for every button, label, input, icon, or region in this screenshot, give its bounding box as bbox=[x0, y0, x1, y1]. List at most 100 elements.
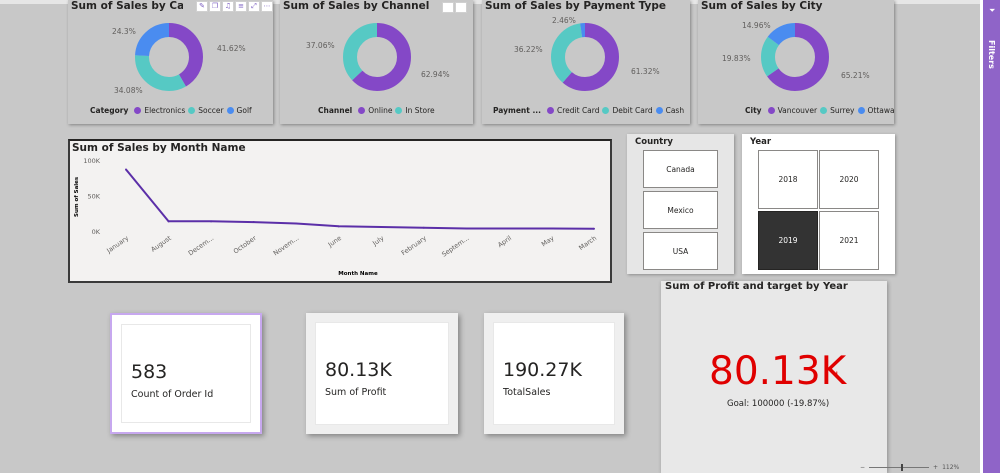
filters-tab[interactable]: ⏷ Filters bbox=[983, 0, 1000, 473]
legend-item-electronics[interactable]: Electronics bbox=[144, 106, 186, 115]
donut-chart-city[interactable] bbox=[760, 22, 830, 92]
zoom-out-icon[interactable]: − bbox=[860, 464, 866, 471]
legend-item-soccer[interactable]: Soccer bbox=[198, 106, 224, 115]
country-option-mexico[interactable]: Mexico bbox=[643, 191, 718, 229]
y-tick-label: 0K bbox=[92, 228, 101, 236]
line-point-11[interactable] bbox=[593, 227, 595, 230]
focus-icon[interactable]: ⤢ bbox=[248, 1, 260, 12]
profit-target-title: Sum of Profit and target by Year bbox=[665, 281, 848, 292]
donut-slice-cash[interactable] bbox=[551, 23, 619, 91]
legend-title: City bbox=[745, 106, 762, 115]
more-icon[interactable]: ⋯ bbox=[261, 1, 273, 12]
filter-icon[interactable]: ≡ bbox=[235, 1, 247, 12]
legend-item-surrey[interactable]: Surrey bbox=[830, 106, 855, 115]
legend-item-ottawa[interactable]: Ottawa bbox=[867, 106, 895, 115]
x-tick-label: January bbox=[105, 234, 131, 255]
year-option-2018[interactable]: 2018 bbox=[758, 150, 818, 209]
zoom-bar[interactable]: − + 112% bbox=[860, 462, 980, 473]
donut-slice-soccer[interactable] bbox=[135, 23, 203, 91]
legend-dot-ottawa bbox=[857, 107, 865, 114]
filters-label: Filters bbox=[987, 40, 996, 69]
line-chart-card[interactable]: Sum of Sales by Month Name 0K 50K 100K Sum … bbox=[68, 139, 612, 283]
profit-target-goal: Goal: 100000 (-19.87%) bbox=[727, 399, 830, 409]
zoom-in-icon[interactable]: + bbox=[933, 464, 939, 471]
line-point-0[interactable] bbox=[125, 168, 127, 171]
legend-channel: Channel Online In Store bbox=[318, 106, 435, 115]
legend-item-credit-card[interactable]: Credit Card bbox=[557, 106, 600, 115]
x-tick-label: Novem... bbox=[272, 234, 301, 257]
x-axis-label: Month Name bbox=[338, 271, 378, 277]
bell-icon[interactable]: ♫ bbox=[222, 1, 234, 12]
funnel-icon: ⏷ bbox=[989, 6, 996, 15]
legend-item-vancouver[interactable]: Vancouver bbox=[777, 106, 818, 115]
visual-header-toolbar[interactable]: ✎ ❐ ♫ ≡ ⤢ ⋯ bbox=[196, 1, 273, 12]
legend-dot-vancouver bbox=[767, 107, 775, 114]
donut-card-channel[interactable]: Sum of Sales by Channel 62.94% 37.06% Ch… bbox=[280, 0, 473, 124]
line-point-2[interactable] bbox=[210, 220, 213, 223]
year-option-2020[interactable]: 2020 bbox=[819, 150, 879, 209]
kpi-label: TotalSales bbox=[503, 387, 551, 398]
x-tick-label: February bbox=[400, 234, 428, 257]
legend-item-debit-card[interactable]: Debit Card bbox=[612, 106, 653, 115]
pct-label-surrey: 19.83% bbox=[722, 54, 751, 63]
legend-item-golf[interactable]: Golf bbox=[236, 106, 252, 115]
sales-line-series[interactable] bbox=[125, 168, 595, 230]
line-point-6[interactable] bbox=[380, 226, 383, 229]
x-tick-label: August bbox=[149, 234, 173, 254]
x-tick-label: April bbox=[496, 234, 513, 249]
donut-slice-in-store[interactable] bbox=[343, 23, 411, 91]
pct-label-golf: 24.3% bbox=[112, 27, 136, 36]
copy-icon[interactable]: ❐ bbox=[209, 1, 221, 12]
donut-chart-payment[interactable] bbox=[550, 22, 620, 92]
line-point-3[interactable] bbox=[252, 221, 255, 224]
country-option-usa[interactable]: USA bbox=[643, 232, 718, 270]
line-point-8[interactable] bbox=[465, 227, 468, 230]
line-point-9[interactable] bbox=[507, 227, 510, 230]
pct-label-credit-card: 61.32% bbox=[631, 67, 660, 76]
kpi-inner: 80.13K Sum of Profit bbox=[315, 322, 449, 425]
kpi-card-total-sales[interactable]: 190.27K TotalSales bbox=[484, 313, 624, 434]
donut-card-payment[interactable]: Sum of Sales by Payment Type 61.32% 36.2… bbox=[482, 0, 690, 124]
donut-slice-golf[interactable] bbox=[135, 23, 203, 91]
kpi-card-profit[interactable]: 80.13K Sum of Profit bbox=[306, 313, 458, 434]
donut-chart-category[interactable] bbox=[134, 22, 204, 92]
year-slicer-title: Year bbox=[750, 137, 772, 147]
x-tick-label: Decem... bbox=[187, 234, 215, 257]
line-point-7[interactable] bbox=[422, 226, 425, 229]
legend-item-cash[interactable]: Cash bbox=[665, 106, 685, 115]
donut-slice-ottawa[interactable] bbox=[761, 23, 829, 91]
line-point-5[interactable] bbox=[337, 225, 340, 228]
country-slicer-title: Country bbox=[635, 137, 673, 147]
pct-label-cash: 2.46% bbox=[552, 16, 576, 25]
year-option-2021[interactable]: 2021 bbox=[819, 211, 879, 270]
donut-card-city[interactable]: Sum of Sales by City 65.21% 19.83% 14.96… bbox=[698, 0, 895, 124]
pct-label-vancouver: 65.21% bbox=[841, 71, 870, 80]
legend-item-in-store[interactable]: In Store bbox=[405, 106, 435, 115]
year-option-2019-selected[interactable]: 2019 bbox=[758, 211, 818, 270]
kpi-card-order-count[interactable]: 583 Count of Order Id bbox=[110, 313, 262, 434]
donut-card-category[interactable]: Sum of Sales by Category ✎❐♫≡⤢⋯ 41.62% 3… bbox=[68, 0, 273, 124]
line-point-10[interactable] bbox=[550, 227, 553, 230]
legend-dot-golf bbox=[226, 107, 234, 114]
legend-item-online[interactable]: Online bbox=[368, 106, 393, 115]
visual-header-buttons[interactable] bbox=[442, 2, 467, 13]
kpi-label: Count of Order Id bbox=[131, 389, 214, 400]
legend-category: Category Electronics Soccer Golf bbox=[90, 106, 252, 115]
line-chart-svg[interactable]: 0K 50K 100K Sum of Sales January August Decem.… bbox=[70, 141, 610, 281]
zoom-slider-thumb[interactable] bbox=[901, 464, 904, 471]
pin-icon[interactable]: ✎ bbox=[196, 1, 208, 12]
country-slicer: Country Canada Mexico USA bbox=[627, 134, 734, 274]
country-option-canada[interactable]: Canada bbox=[643, 150, 718, 188]
line-point-1[interactable] bbox=[167, 220, 170, 223]
zoom-slider[interactable] bbox=[869, 464, 930, 471]
legend-city: City Vancouver Surrey Ottawa bbox=[745, 106, 895, 115]
donut-chart-channel[interactable] bbox=[342, 22, 412, 92]
line-point-4[interactable] bbox=[295, 222, 298, 225]
more-options-icon[interactable] bbox=[455, 2, 467, 13]
donut-slice-debit-card[interactable] bbox=[551, 23, 619, 91]
donut-slice-surrey[interactable] bbox=[761, 23, 829, 91]
profit-target-card[interactable]: Sum of Profit and target by Year 80.13K … bbox=[661, 281, 887, 473]
kpi-label: Sum of Profit bbox=[325, 387, 387, 398]
focus-mode-icon[interactable] bbox=[442, 2, 454, 13]
